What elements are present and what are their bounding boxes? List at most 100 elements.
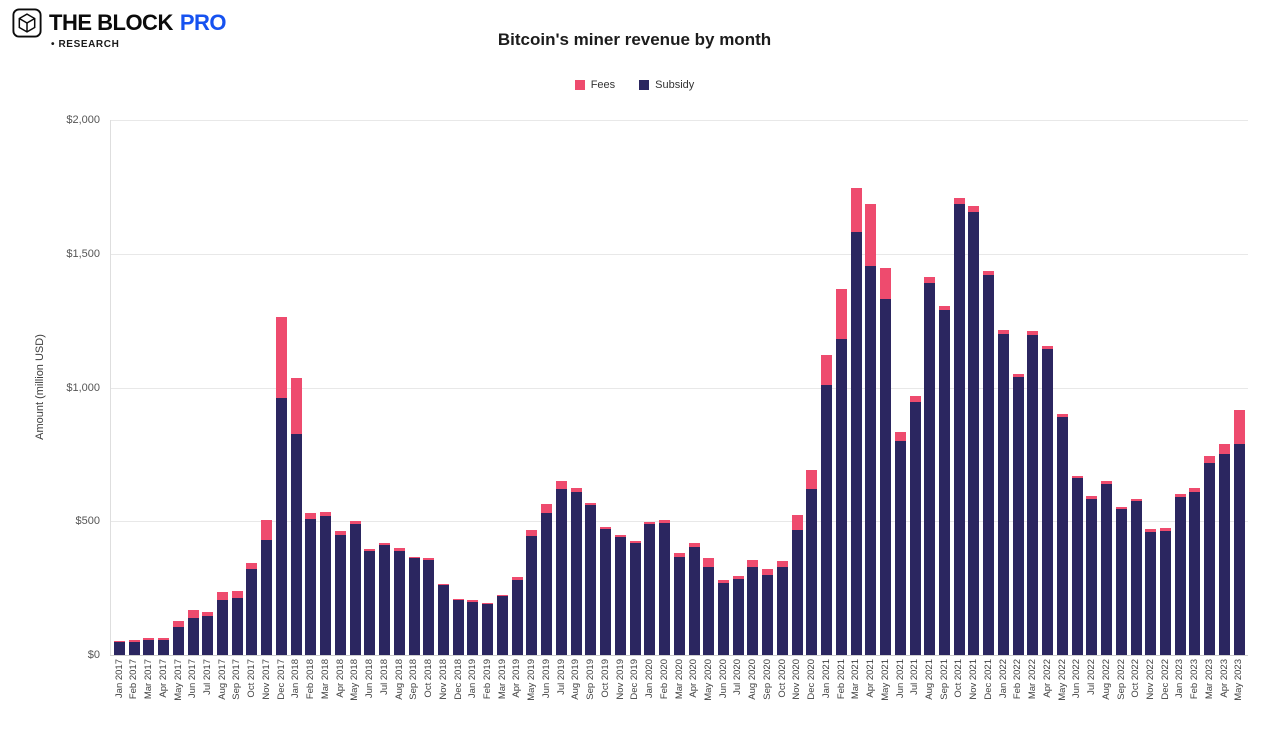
bar-slot [1084,120,1099,655]
subsidy-segment [305,518,317,655]
fees-segment [305,512,317,519]
x-label-slot: Nov 2019 [613,659,628,700]
brand-name: THE BLOCK [49,10,173,35]
subsidy-segment [1027,335,1039,655]
x-tick-label: May 2019 [526,659,538,701]
subsidy-segment [526,535,538,655]
fees-segment [1145,529,1157,532]
x-label-slot: Feb 2019 [480,659,495,699]
x-label-slot: Mar 2020 [672,659,687,699]
x-tick-label: Feb 2021 [835,659,847,700]
stacked-bar [983,271,995,655]
fees-segment [703,558,715,567]
stacked-bar [1189,487,1201,655]
x-label-slot: May 2017 [171,659,186,701]
legend-label-fees: Fees [590,79,616,91]
bar-slot [436,120,451,655]
fees-segment [1130,498,1142,502]
x-label-slot: Jun 2017 [186,659,201,698]
x-tick-label: Jan 2023 [1174,659,1186,699]
subsidy-segment [496,596,508,655]
stacked-bar [482,602,494,655]
subsidy-segment [717,582,729,655]
x-tick-label: Jul 2018 [378,659,390,695]
fees-segment [526,530,538,536]
fees-segment [776,561,788,567]
subsidy-segment [1056,416,1068,655]
stacked-bar [865,204,877,655]
fees-segment [217,592,228,601]
bar-slot [849,120,864,655]
x-label-slot: Apr 2017 [156,659,171,698]
the-block-logo: THE BLOCK PRO • RESEARCH [12,8,227,50]
stacked-bar [953,198,965,655]
x-label-slot: Oct 2021 [952,659,967,698]
x-label-slot: Nov 2021 [967,659,982,700]
bar-slot [1217,120,1232,655]
bar-slot [1188,120,1203,655]
legend-item-fees: Fees [574,79,616,91]
x-label-slot: Feb 2021 [834,659,849,699]
fees-segment [187,609,199,618]
subsidy-segment [732,578,744,655]
bar-slot [215,120,230,655]
x-tick-label: Sep 2021 [938,659,950,700]
fees-segment [423,558,435,561]
x-label-slot: Apr 2021 [863,659,878,698]
bar-slot [274,120,289,655]
stacked-bar [555,481,567,655]
bar-slot [569,120,584,655]
x-tick-label: Jun 2022 [1071,659,1083,699]
subsidy-segment [334,534,346,655]
bar-slot [746,120,761,655]
bar-slot [245,120,260,655]
x-label-slot: Dec 2020 [805,659,820,700]
x-label-slot: Mar 2023 [1202,659,1217,699]
subsidy-swatch [639,80,650,90]
x-label-slot: Sep 2017 [230,659,245,700]
x-tick-label: Sep 2022 [1115,659,1127,700]
x-label-slot: Apr 2020 [687,659,702,698]
x-tick-label: Jun 2019 [540,659,552,699]
subsidy-segment [600,529,612,655]
subsidy-segment [791,529,803,655]
subsidy-segment [261,539,273,655]
stacked-bar [467,600,479,655]
x-label-slot: Aug 2020 [746,659,761,700]
x-label-slot: Dec 2019 [628,659,643,700]
fees-segment [688,543,700,547]
bar-slot [687,120,702,655]
x-tick-label: Apr 2023 [1218,659,1230,698]
x-label-slot: Jul 2020 [731,659,746,695]
stacked-bar [231,590,243,655]
subsidy-segment [644,523,656,655]
stacked-bar [172,621,184,655]
subsidy-segment [968,212,980,655]
stacked-bar [924,277,936,655]
stacked-bar [246,562,258,655]
subsidy-segment [1130,501,1142,655]
y-axis-line [110,120,111,655]
subsidy-segment [393,550,405,655]
x-tick-label: Dec 2017 [275,659,287,700]
x-label-slot: May 2023 [1232,659,1247,701]
y-tick-label: $0 [87,649,100,661]
bar-slot [377,120,392,655]
fees-segment [1027,331,1039,336]
fees-segment [762,569,774,576]
bar-slot [318,120,333,655]
x-label-slot: Apr 2022 [1040,659,1055,698]
subsidy-segment [880,299,892,655]
subsidy-segment [1115,509,1127,655]
subsidy-segment [128,641,140,655]
fees-segment [467,600,479,602]
fees-segment [717,579,729,583]
fees-segment [261,519,273,540]
x-tick-label: May 2021 [879,659,891,701]
bar-slot [1114,120,1129,655]
x-tick-label: Dec 2019 [629,659,641,700]
x-label-slot: Jun 2021 [893,659,908,698]
stacked-bar [835,288,847,655]
stacked-bar [261,519,273,655]
x-label-slot: Sep 2020 [760,659,775,700]
